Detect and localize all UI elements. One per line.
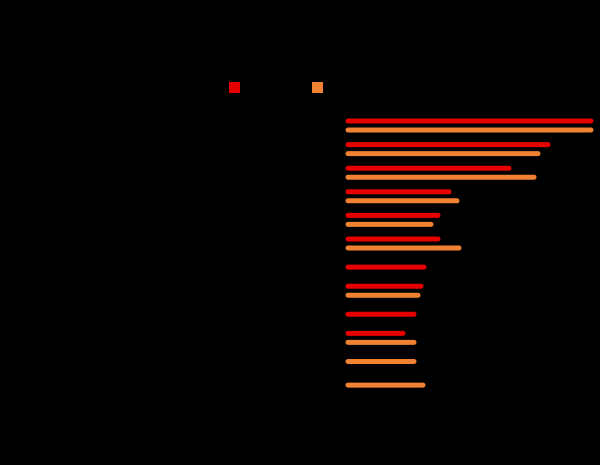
legend-swatch bbox=[229, 82, 240, 93]
legend-swatch bbox=[312, 82, 323, 93]
